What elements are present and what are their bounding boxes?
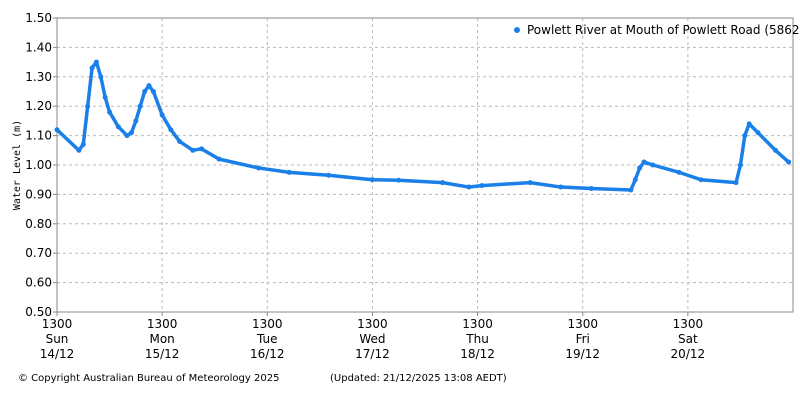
data-point — [733, 180, 739, 186]
data-point — [80, 141, 86, 147]
copyright-text: © Copyright Australian Bureau of Meteoro… — [18, 373, 280, 384]
x-tick-date: 18/12 — [460, 347, 495, 361]
x-tick-time: 1300 — [147, 317, 178, 331]
data-point — [786, 159, 792, 165]
data-point — [772, 147, 778, 153]
data-point — [142, 89, 148, 94]
x-tick-date: 17/12 — [355, 347, 390, 361]
data-point — [168, 127, 174, 133]
x-tick-date: 15/12 — [145, 347, 180, 361]
data-point — [93, 59, 99, 65]
x-tick-day: Thu — [465, 332, 489, 346]
data-point — [641, 159, 647, 165]
x-tick-time: 1300 — [673, 317, 704, 331]
data-point — [737, 162, 743, 168]
data-point — [177, 138, 183, 144]
data-point — [89, 65, 95, 71]
data-point — [742, 133, 748, 139]
data-point — [216, 156, 222, 162]
data-point — [650, 162, 656, 168]
data-point — [440, 180, 446, 186]
data-point — [133, 118, 139, 124]
data-point — [326, 172, 332, 178]
y-tick-label: 1.20 — [25, 99, 52, 113]
data-point — [369, 177, 375, 183]
data-point — [137, 103, 143, 109]
data-point — [190, 147, 196, 153]
x-tick-date: 19/12 — [565, 347, 600, 361]
y-tick-label: 0.60 — [25, 276, 52, 290]
data-point — [632, 177, 638, 183]
data-point — [150, 89, 156, 94]
axes: 0.50 0.60 0.70 0.80 0.90 1.00 1.10 1.20 1.30 1.40… — [25, 11, 794, 361]
data-point — [527, 180, 533, 186]
data-point — [466, 184, 472, 190]
grid — [56, 17, 793, 313]
x-tick-day: Mon — [149, 332, 174, 346]
data-point — [588, 186, 594, 192]
data-point — [128, 130, 134, 136]
x-tick-time: 1300 — [567, 317, 598, 331]
x-tick-day: Fri — [576, 332, 590, 346]
legend-marker — [514, 27, 520, 33]
data-point — [746, 121, 752, 127]
updated-text: (Updated: 21/12/2025 13:08 AEDT) — [330, 373, 507, 384]
y-axis-label: Water Level (m) — [12, 120, 23, 210]
legend-label: Powlett River at Mouth of Powlett Road (… — [527, 23, 800, 37]
y-tick-label: 0.90 — [25, 187, 52, 201]
data-point — [159, 112, 165, 118]
y-tick-label: 1.00 — [25, 158, 52, 172]
data-point — [479, 183, 485, 189]
data-point — [98, 74, 104, 80]
x-tick-date: 16/12 — [250, 347, 285, 361]
legend: Powlett River at Mouth of Powlett Road (… — [514, 23, 800, 37]
y-tick-label: 1.40 — [25, 40, 52, 54]
y-tick-label: 0.70 — [25, 246, 52, 260]
data-point — [115, 124, 121, 130]
data-point — [676, 169, 682, 175]
data-point — [637, 165, 643, 171]
x-tick-date: 14/12 — [40, 347, 75, 361]
x-tick-date: 20/12 — [671, 347, 706, 361]
series-powlett-river — [54, 59, 792, 193]
data-point — [698, 177, 704, 183]
data-point — [628, 187, 634, 193]
x-tick-time: 1300 — [462, 317, 493, 331]
data-point — [199, 146, 205, 152]
y-tick-label: 1.50 — [25, 11, 52, 25]
y-tick-label: 1.30 — [25, 70, 52, 84]
x-tick-day: Tue — [256, 332, 278, 346]
data-point — [396, 177, 402, 183]
x-tick-time: 1300 — [357, 317, 388, 331]
plot-frame — [56, 17, 794, 313]
data-point — [558, 184, 564, 190]
data-point — [107, 109, 113, 115]
data-point — [286, 169, 292, 175]
data-point — [146, 83, 152, 89]
data-point — [755, 130, 761, 136]
data-point — [124, 133, 130, 139]
data-point — [256, 165, 262, 171]
x-tick-time: 1300 — [252, 317, 283, 331]
x-tick-day: Wed — [359, 332, 385, 346]
y-tick-label: 1.10 — [25, 129, 52, 143]
y-tick-label: 0.80 — [25, 217, 52, 231]
series-line — [55, 60, 790, 192]
y-tick-label: 0.50 — [25, 305, 52, 319]
data-point — [102, 94, 108, 100]
data-point — [85, 103, 91, 109]
x-tick-day: Sat — [678, 332, 698, 346]
data-point — [76, 147, 82, 153]
x-tick-time: 1300 — [42, 317, 73, 331]
data-point — [54, 127, 60, 133]
x-tick-day: Sun — [46, 332, 69, 346]
